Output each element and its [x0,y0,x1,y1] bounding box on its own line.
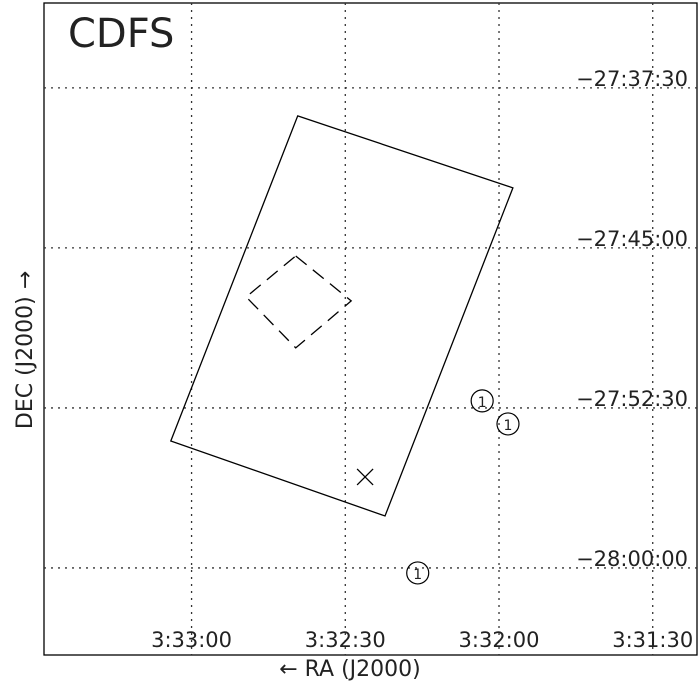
x-tick-label: 3:32:00 [459,628,540,652]
cross-marker [356,468,374,486]
y-axis-label: DEC (J2000) → [13,271,38,429]
source-label: 1 [413,567,422,583]
x-tick-label: 3:31:30 [612,628,693,652]
y-tick-label: −27:45:00 [576,227,688,251]
footprint [245,255,353,349]
x-tick-label: 3:33:00 [151,628,232,652]
source-marker [406,561,430,585]
x-tick-label: 3:32:30 [305,628,386,652]
plot-frame [43,2,698,656]
source-marker [470,389,494,413]
chart-title: CDFS [68,11,174,57]
footprint [169,115,514,517]
y-tick-label: −27:37:30 [576,67,688,91]
source-label: 1 [504,418,513,434]
y-tick-label: −27:52:30 [576,387,688,411]
y-tick-label: −28:00:00 [576,547,688,571]
x-axis-label: ← RA (J2000) [279,657,421,682]
source-label: 1 [478,395,487,411]
source-marker [496,412,520,436]
